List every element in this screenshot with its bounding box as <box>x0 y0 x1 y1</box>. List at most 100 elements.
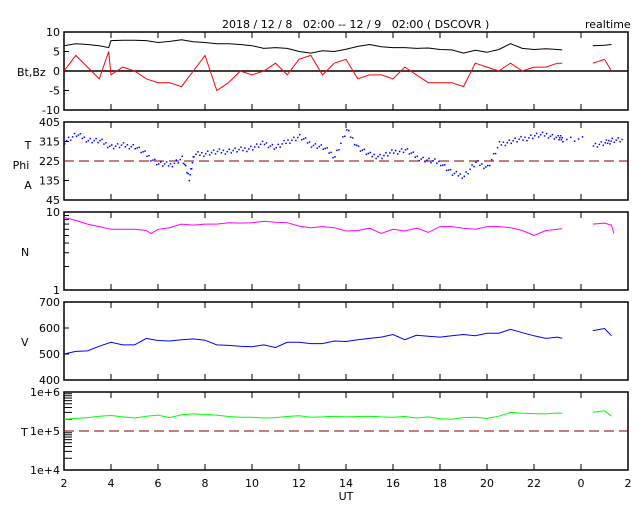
phi-point <box>598 143 601 146</box>
phi-point <box>197 151 199 153</box>
phi-point <box>367 152 370 155</box>
phi-point <box>467 172 469 175</box>
phi-point <box>306 142 309 144</box>
series-line-n <box>63 217 563 237</box>
phi-point <box>619 140 621 143</box>
y-tick-label: 10 <box>46 26 60 39</box>
phi-point <box>394 149 397 152</box>
phi-point <box>144 150 146 152</box>
phi-point <box>289 142 291 144</box>
phi-point <box>514 137 516 140</box>
phi-point <box>81 137 84 140</box>
phi-point <box>273 148 276 150</box>
phi-point <box>551 133 554 136</box>
y-tick-label: -10 <box>42 104 60 117</box>
phi-point <box>357 145 360 147</box>
panel-t: 1e+6 1e+5 1e+4 T <box>20 386 629 477</box>
phi-point <box>434 158 436 160</box>
phi-point <box>537 136 540 138</box>
phi-point <box>539 133 542 136</box>
phi-point <box>136 147 138 149</box>
phi-point <box>469 168 471 171</box>
phi-point <box>557 135 559 137</box>
phi-point <box>65 139 68 142</box>
phi-point <box>171 165 174 168</box>
phi-point <box>506 142 509 144</box>
phi-point <box>553 138 556 140</box>
phi-point <box>99 139 101 142</box>
phi-point <box>496 146 499 149</box>
phi-point <box>318 145 321 148</box>
phi-point <box>543 135 546 137</box>
x-tick-label: 2 <box>61 477 68 490</box>
phi-point <box>463 175 465 178</box>
phi-point <box>349 136 352 138</box>
phi-point <box>142 151 144 153</box>
phi-point <box>230 152 232 154</box>
phi-point <box>183 163 186 166</box>
phi-point <box>344 135 346 138</box>
phi-point <box>107 146 109 149</box>
phi-point <box>381 157 383 160</box>
phi-point <box>428 157 430 160</box>
phi-point <box>191 162 194 164</box>
y-tick-label: 400 <box>39 374 60 387</box>
phi-point <box>461 177 464 179</box>
phi-point <box>236 151 238 153</box>
y-axis-label: Phi <box>13 159 30 172</box>
phi-point <box>447 169 450 171</box>
series-line-n <box>592 222 615 234</box>
phi-point <box>389 152 391 154</box>
phi-point <box>161 165 164 167</box>
phi-point <box>281 143 283 145</box>
phi-point <box>128 148 131 150</box>
phi-point <box>451 174 454 177</box>
phi-point <box>238 148 240 151</box>
phi-point <box>259 143 262 145</box>
series-line-t <box>63 411 563 420</box>
y-tick-label: 405 <box>39 116 60 129</box>
phi-point <box>146 155 148 158</box>
phi-point <box>500 144 503 146</box>
phi-point <box>302 138 305 140</box>
phi-point <box>253 146 256 148</box>
phi-point <box>293 136 295 139</box>
phi-point <box>252 149 254 151</box>
phi-point <box>512 140 514 142</box>
phi-point <box>79 133 82 135</box>
panel-frame <box>63 211 629 291</box>
phi-point <box>111 144 113 146</box>
phi-point <box>465 171 467 173</box>
phi-point <box>365 153 368 156</box>
x-tick-label: 2 <box>625 477 632 490</box>
phi-point <box>406 148 409 150</box>
phi-point <box>222 149 225 152</box>
phi-point <box>255 143 258 145</box>
x-tick-label: 18 <box>433 477 447 490</box>
phi-point <box>103 143 105 145</box>
phi-point <box>432 160 434 162</box>
phi-point <box>175 159 178 161</box>
phi-point <box>520 135 522 138</box>
phi-point <box>173 162 176 165</box>
x-tick-label: 6 <box>155 477 162 490</box>
phi-point <box>187 172 189 175</box>
x-tick-label: 14 <box>339 477 353 490</box>
phi-point <box>396 153 399 155</box>
phi-point <box>416 155 418 158</box>
phi-point <box>475 161 477 164</box>
phi-point <box>265 142 268 144</box>
phi-point <box>410 152 413 154</box>
phi-point <box>566 138 568 141</box>
phi-point <box>205 152 207 155</box>
phi-point <box>193 156 195 158</box>
phi-point <box>581 136 584 138</box>
phi-point <box>524 136 526 139</box>
panel-btbz: 10 5 0 -5 -10 Bt,Bz <box>17 26 629 117</box>
phi-point <box>549 135 552 138</box>
phi-point <box>232 149 234 152</box>
phi-point <box>530 134 532 136</box>
x-tick-label: 10 <box>245 477 259 490</box>
phi-point <box>101 138 103 141</box>
phi-point <box>242 149 244 152</box>
